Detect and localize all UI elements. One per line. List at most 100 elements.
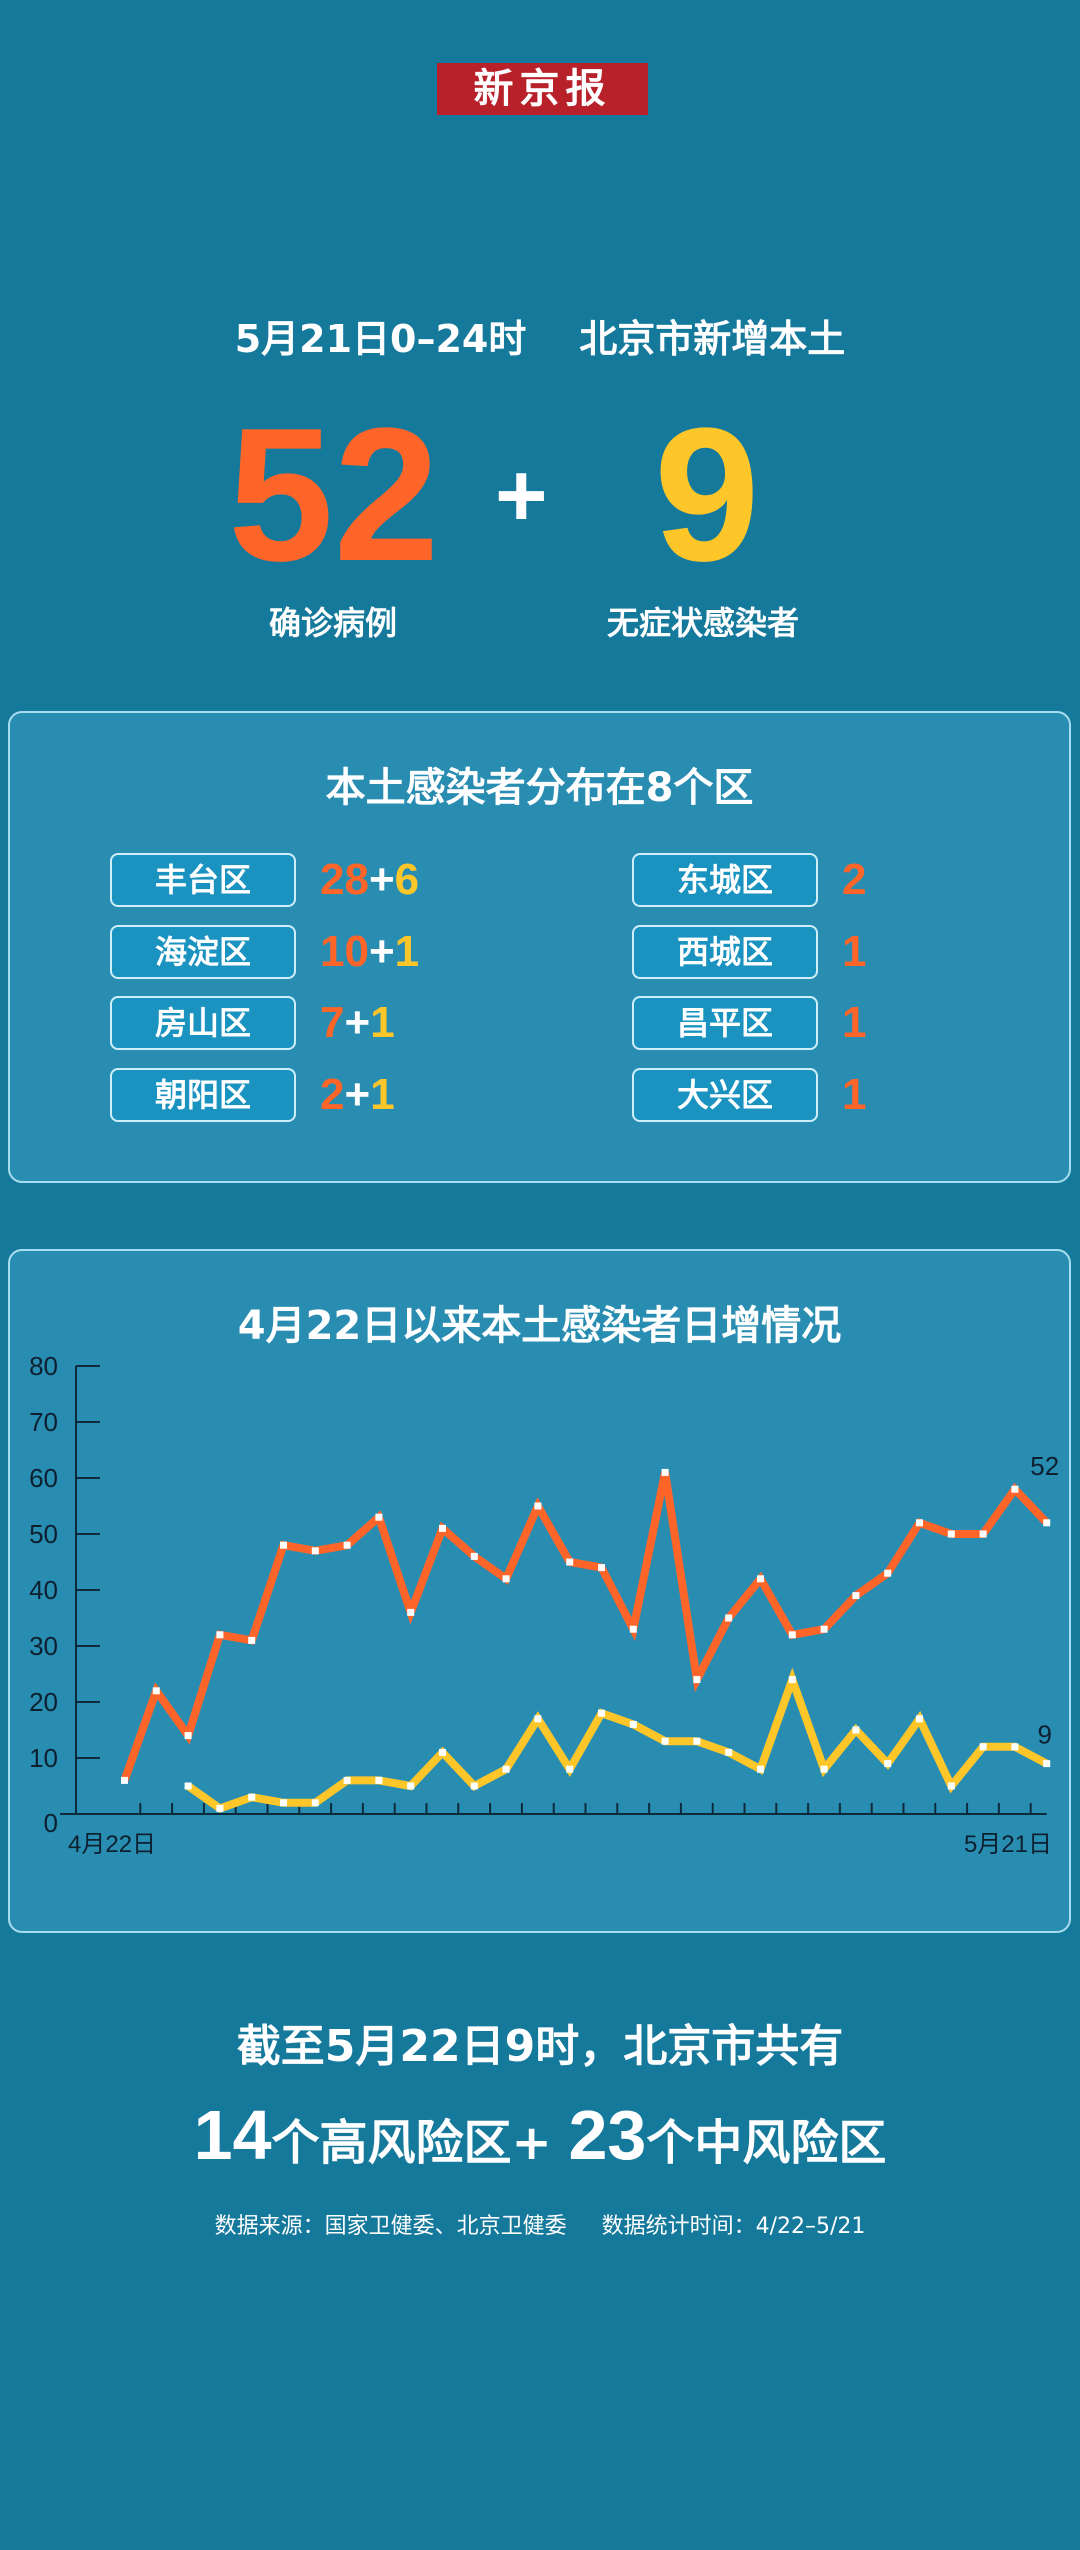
- district-plus: +: [344, 998, 371, 1047]
- data-point: [184, 1782, 192, 1790]
- y-tick-label: 80: [29, 1351, 58, 1381]
- headline: 5月21日0–24时 北京市新增本土: [0, 308, 1080, 363]
- data-point: [788, 1676, 796, 1684]
- data-point: [280, 1541, 287, 1549]
- data-point: [1043, 1760, 1051, 1768]
- district-value: 7+1: [320, 996, 395, 1050]
- district-plus: +: [368, 855, 395, 904]
- x-tick-label-end: 5月21日: [964, 1831, 1052, 1858]
- data-point: [820, 1625, 828, 1633]
- district-confirmed: 1: [842, 927, 867, 976]
- mid-risk-label: 个中风险区: [646, 2115, 887, 2171]
- source-period: 数据统计时间：4/22–5/21: [601, 2214, 866, 2239]
- high-risk-label: 个高风险区+: [271, 2115, 552, 2171]
- y-tick-label: 70: [29, 1407, 58, 1437]
- data-point: [757, 1765, 764, 1773]
- y-tick-label: 40: [29, 1575, 58, 1605]
- district-confirmed: 2: [320, 1070, 345, 1119]
- confirmed-label: 确诊病例: [268, 604, 397, 642]
- data-point: [629, 1720, 637, 1728]
- data-point: [311, 1547, 319, 1555]
- distribution-panel: 本土感染者分布在8个区 丰台区 28+6 海淀区 10+1 房山区 7+1 朝阳区 2+1 东城…: [8, 711, 1071, 1183]
- end-value-label: 9: [1037, 1720, 1051, 1750]
- mid-risk-count: 23: [568, 2096, 647, 2174]
- asymptomatic-count: 9: [654, 389, 760, 601]
- data-point: [439, 1524, 446, 1532]
- data-point: [1011, 1743, 1019, 1751]
- data-point: [184, 1732, 192, 1740]
- data-point: [534, 1502, 542, 1510]
- confirmed-count: 52: [228, 389, 440, 601]
- distribution-title: 本土感染者分布在8个区: [325, 765, 754, 811]
- xinjingbao-logo: 新京报: [437, 63, 648, 115]
- district-label: 丰台区: [110, 853, 296, 907]
- data-point: [1011, 1485, 1019, 1493]
- data-point: [947, 1530, 955, 1538]
- series-line-1: [185, 1667, 1049, 1813]
- data-point: [216, 1804, 224, 1812]
- source-text: 数据来源：国家卫健委、北京卫健委: [214, 2214, 567, 2239]
- district-label: 大兴区: [632, 1068, 818, 1122]
- district-label: 昌平区: [632, 996, 818, 1050]
- district-label: 房山区: [110, 996, 296, 1050]
- end-value-label: 52: [1030, 1451, 1059, 1481]
- data-point: [947, 1782, 955, 1790]
- district-plus: +: [368, 927, 395, 976]
- data-point: [852, 1592, 860, 1600]
- data-point: [884, 1760, 892, 1768]
- data-point: [884, 1569, 892, 1577]
- data-point: [852, 1726, 860, 1734]
- y-tick-label: 20: [29, 1687, 58, 1717]
- district-value: 10+1: [320, 925, 419, 979]
- data-point: [248, 1793, 256, 1801]
- data-point: [375, 1776, 383, 1784]
- data-point: [502, 1575, 510, 1583]
- data-source: 数据来源：国家卫健委、北京卫健委 数据统计时间：4/22–5/21: [0, 2208, 1080, 2240]
- risk-areas: 14个高风险区+ 23个中风险区: [0, 2095, 1080, 2175]
- y-tick-label: 0: [44, 1808, 58, 1838]
- data-point: [661, 1468, 669, 1476]
- asymptomatic-label: 无症状感染者: [606, 604, 799, 642]
- high-risk-count: 14: [193, 2096, 272, 2174]
- data-point: [629, 1625, 637, 1633]
- district-confirmed: 10: [320, 927, 369, 976]
- data-point: [757, 1575, 764, 1583]
- y-tick-label: 10: [29, 1743, 58, 1773]
- data-point: [979, 1530, 987, 1538]
- data-point: [216, 1631, 224, 1639]
- district-confirmed: 1: [842, 1070, 867, 1119]
- data-point: [534, 1715, 542, 1723]
- district-asymptomatic: 1: [370, 998, 395, 1047]
- data-point: [566, 1558, 574, 1566]
- y-tick-label: 30: [29, 1631, 58, 1661]
- data-point: [598, 1564, 605, 1572]
- data-point: [407, 1782, 415, 1790]
- risk-summary-line: 截至5月22日9时，北京市共有: [236, 2021, 844, 2072]
- district-confirmed: 2: [842, 855, 867, 904]
- data-point: [725, 1748, 733, 1756]
- y-tick-label: 60: [29, 1463, 58, 1493]
- data-point: [121, 1776, 128, 1784]
- chart-title: 4月22日以来本土感染者日增情况: [237, 1303, 842, 1349]
- district-asymptomatic: 6: [394, 855, 420, 904]
- district-label: 东城区: [632, 853, 818, 907]
- data-point: [152, 1687, 160, 1695]
- data-point: [820, 1765, 828, 1773]
- y-tick-label: 50: [29, 1519, 58, 1549]
- data-point: [1043, 1519, 1051, 1527]
- data-point: [343, 1541, 351, 1549]
- data-point: [979, 1743, 987, 1751]
- district-confirmed: 28: [320, 855, 369, 904]
- data-point: [407, 1608, 415, 1616]
- data-point: [375, 1513, 383, 1521]
- data-point: [470, 1552, 478, 1560]
- headline-time: 5月21日0–24时: [234, 317, 527, 361]
- district-label: 海淀区: [110, 925, 296, 979]
- data-point: [693, 1676, 701, 1684]
- district-label: 西城区: [632, 925, 818, 979]
- data-point: [280, 1799, 287, 1807]
- data-point: [916, 1519, 923, 1527]
- district-label: 朝阳区: [110, 1068, 296, 1122]
- data-point: [311, 1799, 319, 1807]
- data-point: [693, 1737, 701, 1745]
